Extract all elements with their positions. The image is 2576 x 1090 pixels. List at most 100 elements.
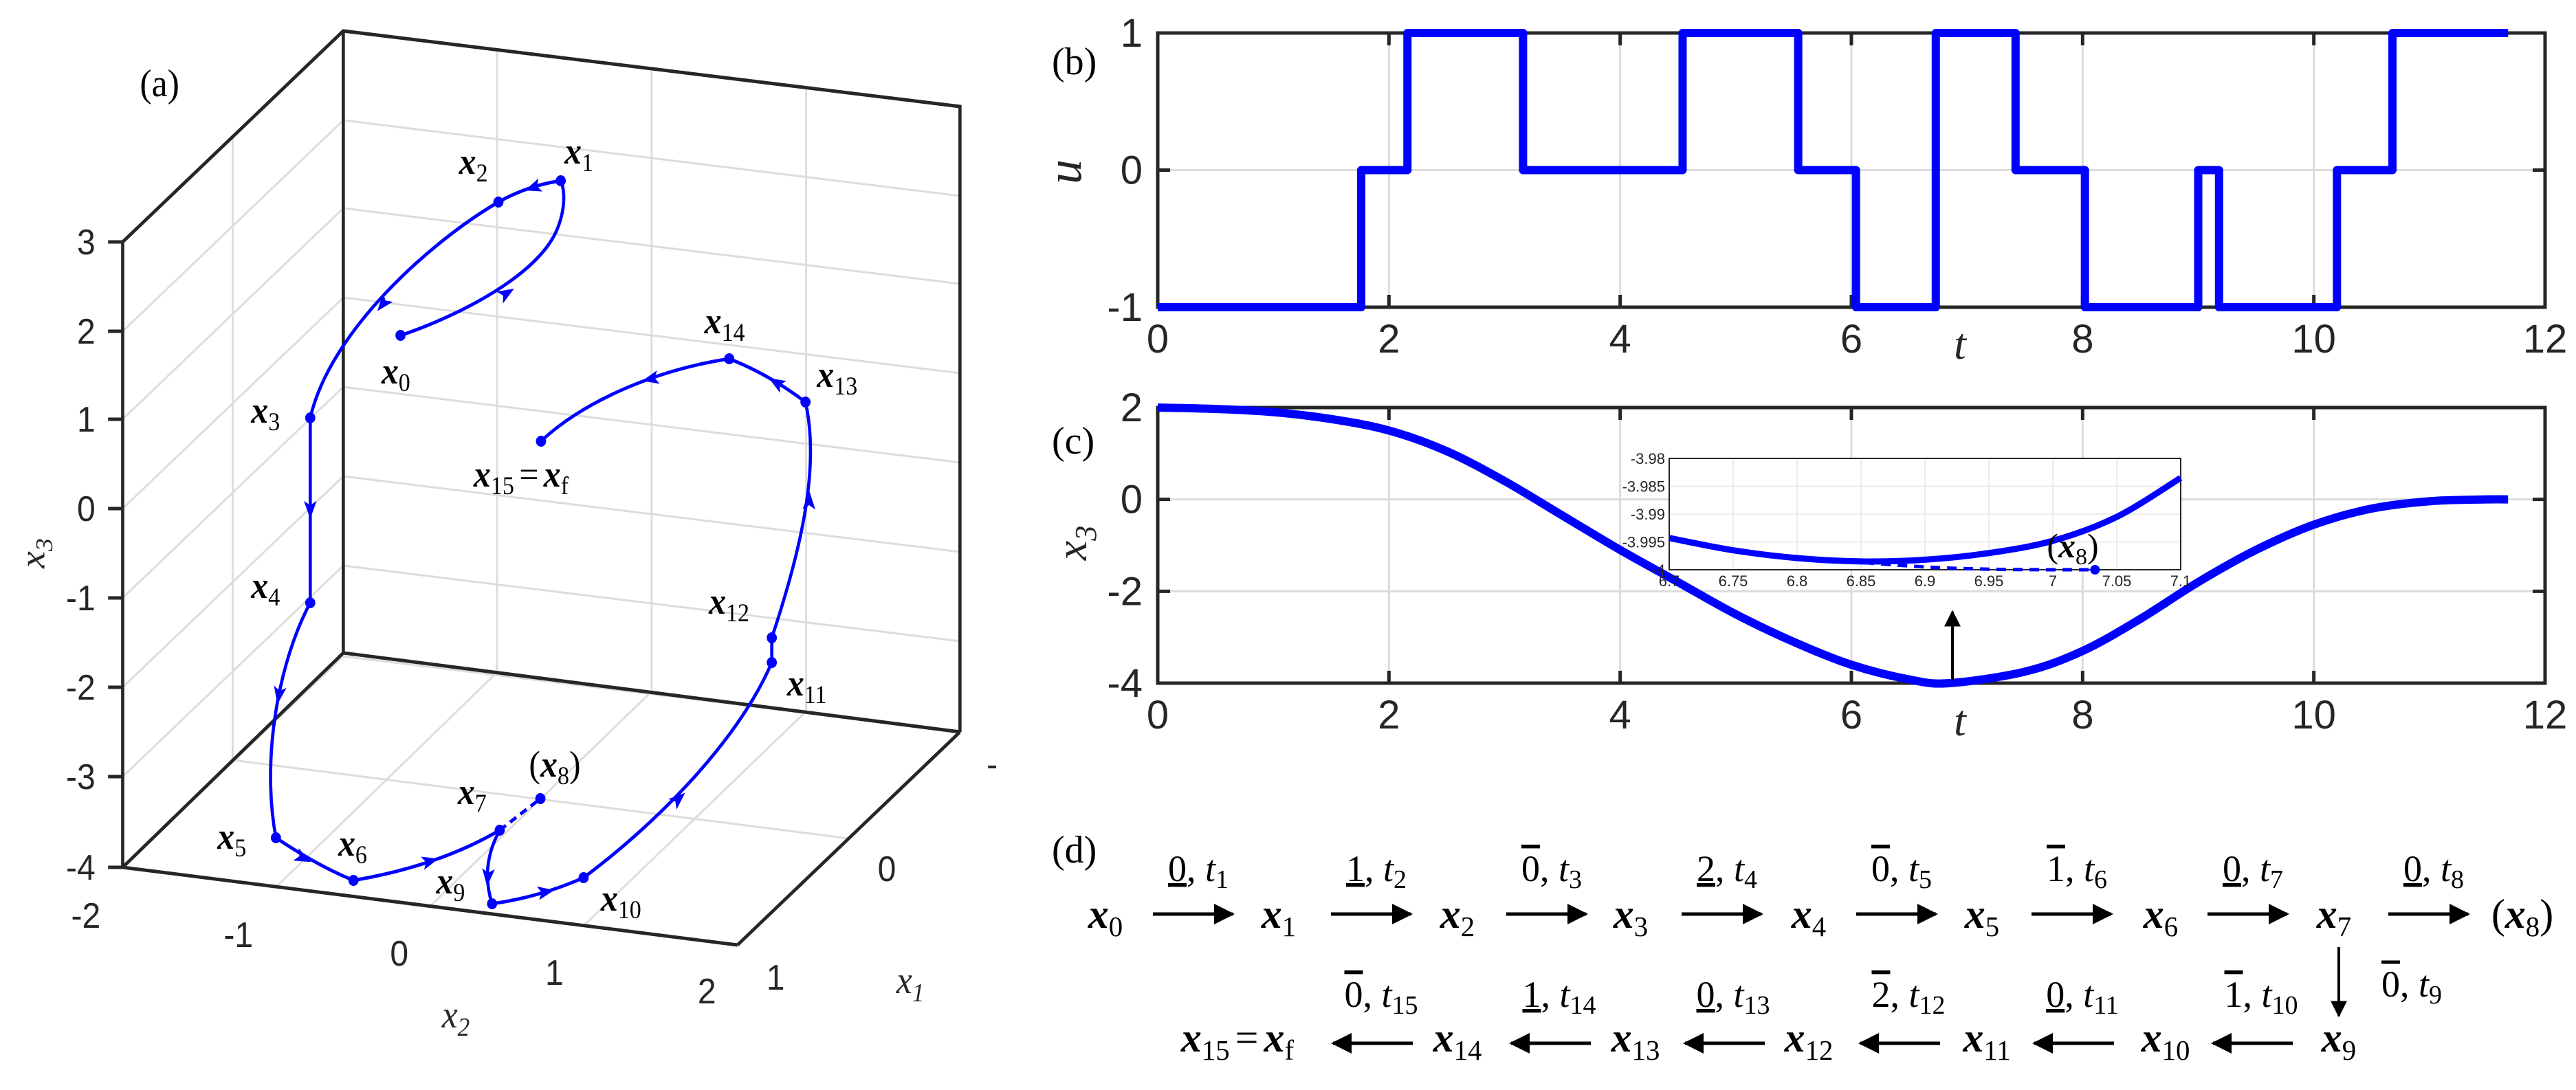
point-label: x12	[708, 581, 749, 627]
arrowhead-icon	[377, 293, 393, 311]
inset-zoom-plot: 6.7 6.75 6.8 6.85 6.9 6.95 7 7.05 7.1 -3.98 -3.985…	[1622, 450, 2192, 590]
subscript: 12	[1805, 1035, 1834, 1066]
time-symbol: t	[1733, 974, 1745, 1015]
transition-label: 0, t8	[2403, 848, 2464, 894]
symbol: x	[600, 878, 618, 919]
time-symbol: t	[1559, 974, 1571, 1015]
symbol: x	[1180, 1015, 1202, 1060]
x3-trajectory-line	[1157, 403, 2509, 688]
segment-x6-x7	[353, 828, 500, 882]
grid-line	[276, 671, 498, 888]
arrowhead-icon	[304, 501, 317, 519]
x1-tick-label: 1	[767, 957, 785, 997]
x-tick-label: 10	[2291, 317, 2336, 362]
time-symbol: t	[1559, 848, 1570, 889]
subscript: 15	[1202, 1035, 1230, 1066]
inset-y-tick-label: -3.985	[1622, 478, 1665, 496]
panel-d-transition-diagram: x0 x1 x2 x3 x4 x5 x6 x7 (x8)0, t1 1, t2 0, t3 2, t4…	[1088, 848, 2553, 1066]
subscript: 4	[268, 583, 280, 612]
arrowhead-icon	[536, 886, 555, 900]
arrowhead-icon	[668, 792, 685, 810]
arrowhead-icon	[802, 491, 815, 510]
subscript: 3	[1569, 865, 1582, 894]
trajectory-point	[305, 597, 316, 608]
trajectory-point	[493, 197, 504, 208]
trajectory-point	[724, 353, 735, 364]
inset-x-tick-label: 7.05	[2102, 572, 2132, 590]
diagram-node: x7	[2316, 891, 2351, 942]
segment-x7-x9	[485, 829, 501, 904]
x-tick-label: 8	[2071, 693, 2093, 737]
subscript: 1	[582, 148, 593, 177]
trajectory-point	[800, 397, 811, 408]
comma: ,	[1715, 974, 1733, 1015]
inset-x-tick-label: 6.85	[1847, 572, 1876, 590]
subscript: 6	[355, 841, 367, 869]
diagram-node: x5	[1964, 891, 1999, 942]
x-tick-label: 6	[1840, 317, 1862, 362]
time-symbol: t	[2419, 964, 2430, 1005]
subscript: 6	[2094, 865, 2107, 894]
time-symbol: t	[1205, 848, 1217, 889]
transition-label: 0, t1	[1168, 848, 1229, 894]
transition-label: 1, t6	[2047, 848, 2107, 894]
comma: ,	[1715, 848, 1734, 889]
symbol: x	[1264, 1015, 1285, 1060]
point-label: x11	[786, 663, 827, 709]
x-tick-label: 6	[1840, 693, 1862, 737]
segment-x2-x3	[309, 200, 500, 419]
symbol: x	[708, 581, 726, 622]
point-label: (x8)	[529, 744, 580, 790]
segment-x13-x14	[728, 357, 806, 404]
point-label: x5	[217, 816, 246, 862]
segment-x12-x13	[770, 401, 813, 638]
symbol: x	[217, 816, 234, 857]
paren: (	[2047, 526, 2058, 565]
x1-axis-line	[736, 731, 961, 946]
segment-x10-x11	[582, 661, 773, 880]
symbol: x	[338, 823, 355, 864]
diagram-node: x1	[1261, 891, 1296, 942]
trajectory-point	[395, 330, 406, 341]
symbol: x	[2143, 891, 2164, 937]
symbol: x	[816, 355, 834, 395]
symbol: x	[473, 454, 491, 495]
x3-axis-label: x3	[13, 538, 58, 569]
trajectory-point	[494, 825, 505, 836]
comma: ,	[2065, 848, 2084, 889]
subscript: 8	[2076, 544, 2087, 570]
diagram-node: x2	[1440, 891, 1475, 942]
point-label: x7	[457, 772, 487, 817]
x-tick-label: 2	[1378, 317, 1400, 362]
arrowhead-icon	[421, 856, 439, 870]
inset-y-tick-label: -3.99	[1631, 506, 1665, 523]
symbol: x	[250, 390, 268, 431]
subscript: 7	[2337, 911, 2351, 942]
transition-label: 0, t7	[2223, 848, 2283, 894]
subscript: 15	[491, 471, 514, 500]
inset-x8-marker	[2090, 565, 2100, 575]
symbol: x	[2058, 526, 2076, 565]
inset-y-tick-label: -3.98	[1631, 450, 1665, 467]
symbol: x	[1611, 1015, 1632, 1060]
segment-x14-x15	[540, 357, 730, 443]
diagram-node: x13	[1611, 1015, 1660, 1066]
subscript: 11	[804, 680, 827, 709]
trajectory	[269, 179, 813, 906]
symbol: x	[1440, 891, 1461, 937]
comma: ,	[2065, 974, 2083, 1015]
trajectory-point	[767, 632, 778, 643]
transition-label: 0, t13	[1696, 974, 1770, 1020]
paren: )	[2540, 891, 2553, 937]
point-label: x15 = xf	[473, 454, 569, 500]
symbol: x	[2316, 891, 2337, 937]
transition-label: 0, t3	[1521, 848, 1582, 894]
comma: ,	[1187, 848, 1205, 889]
time-symbol: t	[2261, 974, 2273, 1015]
x2-tick-label: 2	[698, 971, 716, 1011]
time-symbol: t	[2083, 974, 2095, 1015]
subscript: 11	[2093, 991, 2119, 1020]
symbol: x	[1613, 891, 1634, 937]
